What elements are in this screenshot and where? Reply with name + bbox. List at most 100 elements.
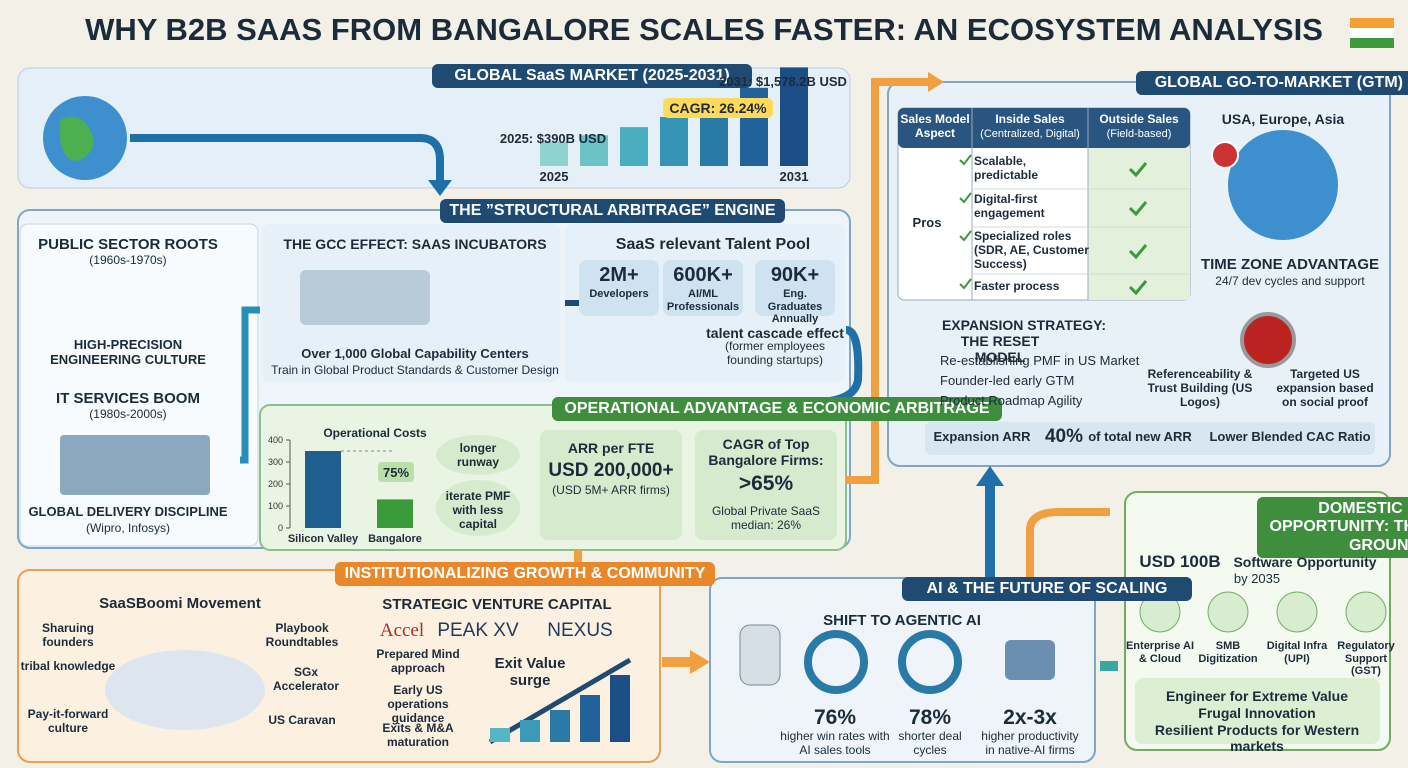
annotation: 2031: $1,578.2B USD [719, 74, 847, 89]
stat-value: 600K+ [673, 264, 733, 286]
label: Train in Global Product Standards & Cust… [271, 363, 559, 377]
x-tick-label: 2025 [539, 169, 569, 184]
table-header: (Field-based) [1106, 128, 1172, 140]
stat-value: 2M+ [599, 264, 639, 286]
principles-box [1135, 678, 1380, 744]
principle: Frugal Innovation [1198, 705, 1316, 721]
bar [660, 116, 688, 166]
row-checks [959, 154, 1148, 296]
stat-value: 90K+ [770, 264, 820, 286]
bullet: Founder-led early GTM [940, 373, 1075, 388]
bullet: Re-establishing PMF in US Market [940, 353, 1140, 368]
item: Regulatory Support (GST) [1337, 640, 1395, 678]
stat-label: Eng. Graduates Annually [767, 288, 823, 326]
decor-bar [490, 728, 510, 742]
item-icon [1207, 591, 1249, 633]
arrow-head [428, 180, 452, 196]
check-icon [1128, 162, 1148, 178]
cagr-box [695, 430, 837, 540]
globe-land [60, 116, 94, 161]
x-tick-label: 2031 [779, 169, 809, 184]
check-icon [959, 278, 972, 290]
section-title: AI & THE FUTURE OF SCALING [902, 577, 1192, 602]
y-tick-label: 200 [268, 479, 283, 489]
principle: Resilient Products for Western markets [1154, 722, 1360, 755]
label: 24/7 dev cycles and support [1215, 274, 1365, 288]
label: (USD 5M+ ARR firms) [552, 483, 670, 497]
arrow-head [976, 466, 1004, 486]
row-label: Pros [912, 215, 942, 230]
flag-stripe [1350, 18, 1394, 28]
stat-label: AI/ML Professionals [666, 288, 740, 313]
item: Sharuing founders [41, 621, 94, 649]
bar [580, 135, 608, 166]
label: (1960s-1970s) [89, 253, 167, 267]
table-header [898, 108, 1190, 148]
flag-icon [1211, 141, 1239, 169]
label: ARR per FTE [567, 440, 655, 456]
check-icon [1128, 201, 1148, 217]
label: Expansion ARR [933, 429, 1031, 444]
table-icon [105, 650, 265, 730]
vc-firm: NEXUS [547, 620, 613, 641]
label: SaaS relevant Talent Pool [615, 236, 811, 253]
table-header: Sales Model Aspect [900, 112, 970, 140]
label: Software Opportunity [1233, 554, 1377, 570]
annotation: 75% [383, 465, 409, 480]
bar [780, 67, 808, 166]
stat-label: higher win rates with AI sales tools [780, 729, 890, 757]
label: SaaSBoomi Movement [99, 595, 261, 612]
annotation: CAGR: 26.24% [663, 98, 773, 119]
check-icon [959, 192, 972, 204]
x-tick-label: Bangalore [368, 533, 422, 545]
ring-icon [804, 630, 868, 694]
item: Playbook Roundtables [265, 621, 339, 649]
arrow [130, 134, 444, 185]
decor-bar [550, 710, 570, 742]
item: Enterprise AI & Cloud [1125, 640, 1195, 665]
section-title: THE ”STRUCTURAL ARBITRAGE” ENGINE [440, 199, 785, 224]
arrow [846, 78, 930, 484]
decor-bar [520, 720, 540, 742]
item: Digital Infra (UPI) [1266, 640, 1328, 665]
label: THE RESET MODEL [960, 333, 1040, 366]
item: Early US operations guidance [387, 683, 449, 725]
bar [305, 451, 341, 528]
label: (Wipro, Infosys) [85, 521, 170, 535]
item: Prepared Mind approach [376, 647, 460, 675]
label: STRATEGIC VENTURE CAPITAL [382, 596, 612, 613]
y-tick-label: 300 [268, 457, 283, 467]
table-header: Inside Sales [995, 112, 1065, 126]
item: tribal knowledge [20, 659, 116, 673]
check-icon [1128, 244, 1148, 260]
bar [620, 127, 648, 166]
label: talent cascade effect [706, 325, 844, 341]
robot-icon [739, 624, 781, 686]
bar [540, 141, 568, 166]
section-title: GLOBAL SaaS MARKET (2025-2031) [432, 64, 752, 89]
check-icon [959, 230, 972, 242]
arr-box [540, 430, 682, 540]
bubble [436, 480, 520, 536]
table-cell: Specialized roles (SDR, AE, Customer Suc… [974, 229, 1089, 271]
label: GLOBAL DELIVERY DISCIPLINE [28, 504, 228, 519]
label: of total new ARR [1088, 429, 1192, 444]
badge [378, 462, 414, 482]
benefit: longer runway [456, 441, 499, 469]
item: SMB Digitization [1198, 640, 1258, 665]
label: Over 1,000 Global Capability Centers [301, 346, 529, 361]
stat-value: 76% [813, 706, 857, 729]
label: Exit Value surge [494, 655, 566, 690]
label: EXPANSION STRATEGY: [941, 317, 1107, 333]
flag-stripe [1350, 38, 1394, 48]
item: SGx Accelerator [272, 665, 340, 693]
section-title: GLOBAL GO-TO-MARKET (GTM) PLAYBOOKS [1136, 71, 1408, 96]
table-cell: Digital-first engagement [974, 192, 1045, 220]
y-tick-label: 100 [268, 501, 283, 511]
arrow [1026, 508, 1110, 578]
label: (1980s-2000s) [89, 407, 167, 421]
label: (former employees founding startups) [724, 339, 826, 367]
label: Referenceability & Trust Building (US Lo… [1147, 367, 1253, 409]
stat-value: USD 100B [1139, 552, 1221, 571]
